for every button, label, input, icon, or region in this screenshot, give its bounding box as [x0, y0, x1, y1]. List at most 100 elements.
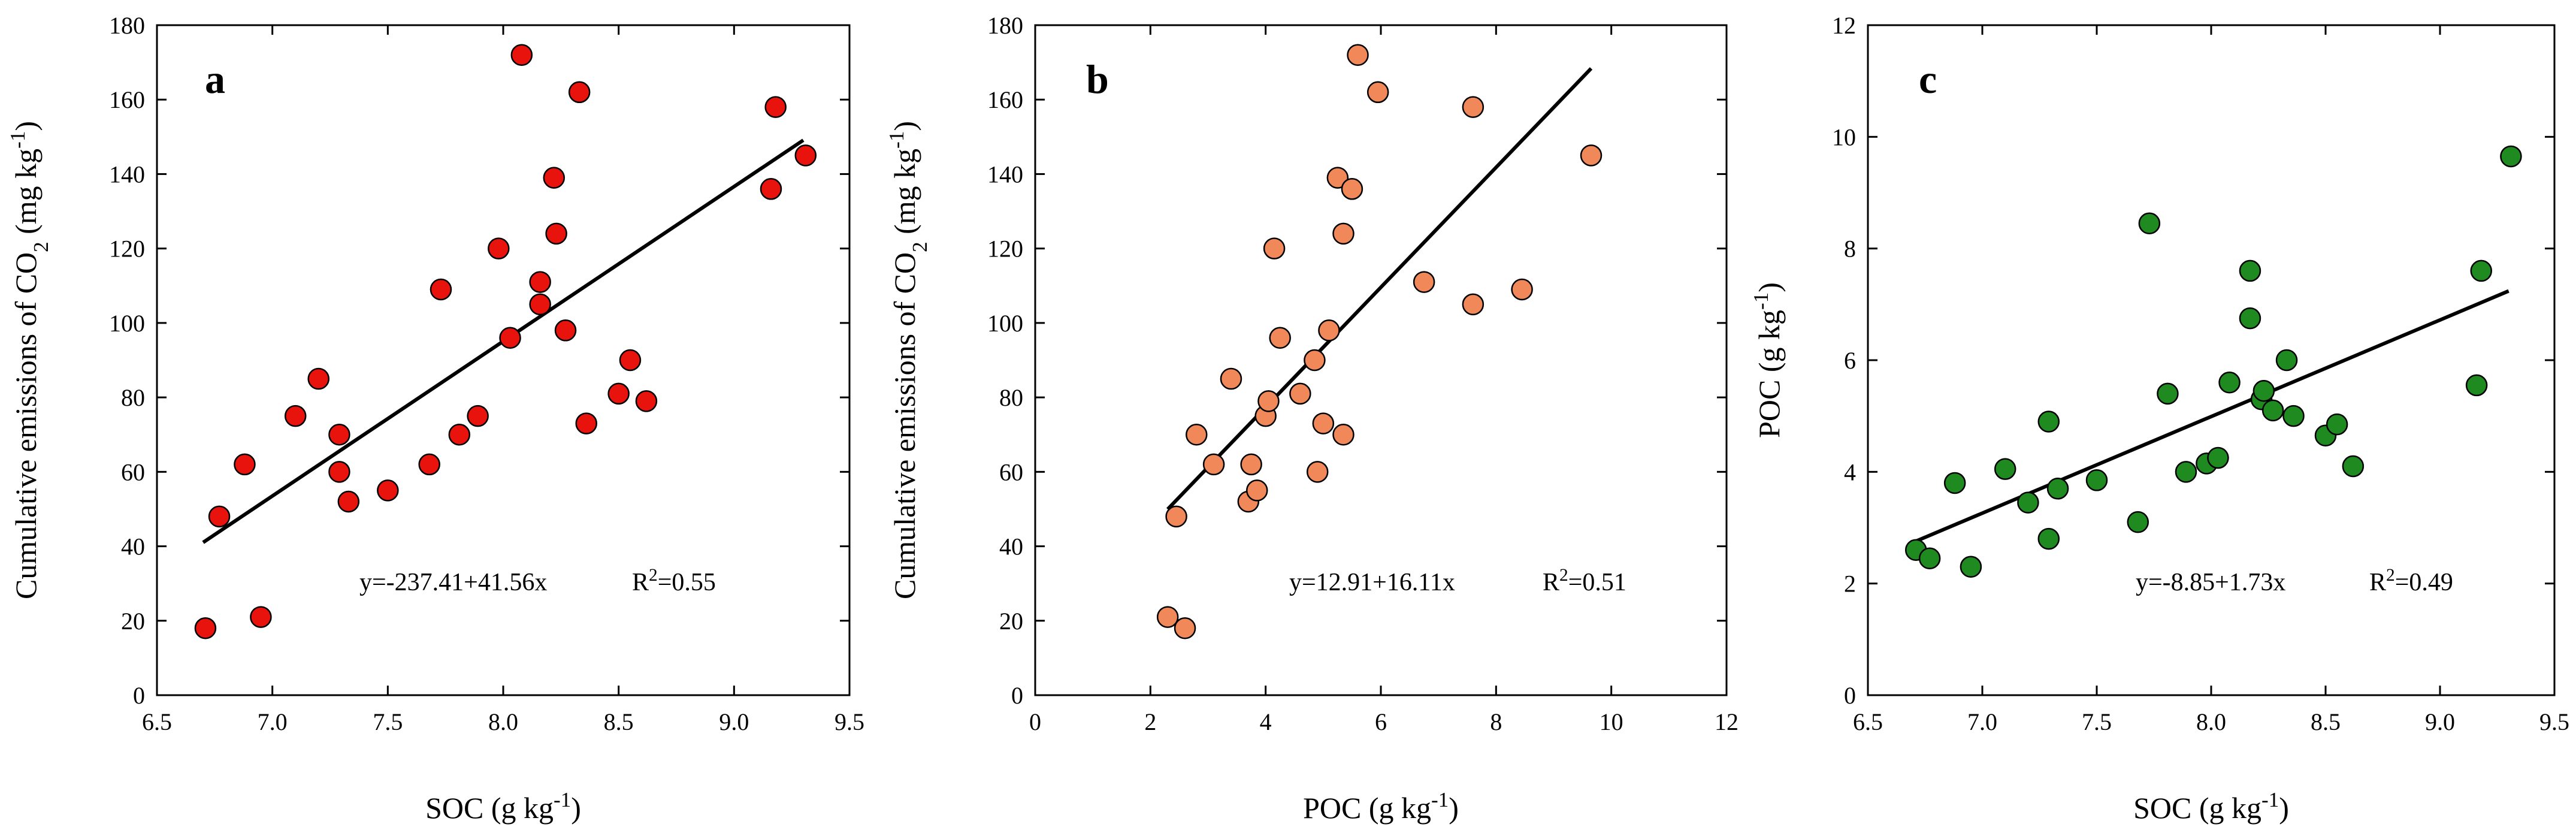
data-point: [2037, 411, 2060, 433]
y-tick-label: 60: [999, 458, 1023, 485]
y-tick-label: 80: [121, 384, 145, 411]
data-point: [2500, 145, 2522, 168]
data-point: [1312, 412, 1335, 434]
data-point: [488, 237, 510, 259]
x-tick-label: 6: [1375, 708, 1387, 735]
y-tick-label: 8: [1844, 236, 1856, 262]
y-tick-label: 180: [109, 12, 145, 39]
data-point: [418, 453, 440, 476]
data-point: [2138, 212, 2161, 234]
x-tick-label: 12: [1715, 708, 1739, 735]
data-point: [1462, 293, 1484, 316]
data-point: [499, 327, 521, 349]
panel-letter: c: [1919, 56, 1937, 102]
data-point: [307, 367, 329, 390]
r-squared-label: R2=0.49: [2369, 566, 2453, 596]
data-point: [1918, 547, 1941, 569]
data-point: [1289, 382, 1311, 405]
regression-equation: y=-8.85+1.73x: [2136, 569, 2285, 596]
data-point: [1341, 178, 1363, 200]
data-point: [1269, 327, 1291, 349]
x-tick-label: 9.0: [2425, 708, 2455, 735]
y-tick-label: 100: [109, 310, 145, 337]
data-point: [2017, 491, 2039, 514]
r-squared-label: R2=0.51: [1543, 566, 1626, 596]
data-point: [2085, 469, 2108, 491]
y-tick-label: 6: [1844, 347, 1856, 374]
x-tick-label: 6.5: [1853, 708, 1883, 735]
y-axis-label: POC (g kg-1): [1749, 282, 1786, 438]
x-tick-label: 9.5: [835, 708, 864, 735]
data-point: [1580, 144, 1603, 167]
x-tick-label: 7.5: [373, 708, 403, 735]
data-point: [1318, 319, 1340, 342]
regression-equation: y=-237.41+41.56x: [359, 569, 547, 596]
data-point: [2127, 511, 2149, 533]
data-point: [1202, 453, 1225, 476]
y-tick-label: 60: [121, 458, 145, 485]
data-point: [1304, 349, 1326, 372]
y-tick-label: 20: [121, 608, 145, 635]
data-point: [529, 293, 551, 316]
data-point: [635, 390, 658, 412]
data-point: [2253, 379, 2275, 402]
data-point: [328, 423, 350, 446]
regression-line: [1913, 289, 2510, 544]
data-point: [2239, 307, 2261, 330]
data-point: [554, 319, 577, 342]
x-tick-label: 2: [1144, 708, 1156, 735]
y-tick-label: 140: [109, 161, 145, 188]
data-point: [1165, 505, 1187, 528]
data-point: [2157, 382, 2179, 405]
x-tick-label: 7.0: [258, 708, 288, 735]
x-axis-label: POC (g kg-1): [1303, 788, 1459, 825]
data-point: [794, 144, 817, 167]
panel-letter: b: [1086, 56, 1109, 102]
x-tick-label: 9.5: [2539, 708, 2569, 735]
y-tick-label: 100: [987, 310, 1023, 337]
data-point: [545, 222, 567, 245]
y-axis-label: Cumulative emissions of CO2 (mg kg-1): [885, 121, 932, 599]
panel-a: 6.5 7.0 7.5 8.0 8.5 9.0 9.5 0 20 40 60 80 100 120 140 1…: [6, 12, 865, 825]
x-tick-label: 8.5: [604, 708, 634, 735]
x-tick-label: 10: [1600, 708, 1623, 735]
y-tick-label: 0: [1011, 682, 1023, 709]
panel-c: 6.5 7.0 7.5 8.0 8.5 9.0 9.5 0 2 4 6 8 10 12 SOC (g kg-…: [1749, 12, 2570, 825]
data-point: [764, 96, 787, 118]
data-point: [1156, 606, 1179, 628]
data-point: [2037, 527, 2060, 550]
x-tick-label: 9.0: [719, 708, 749, 735]
x-tick-label: 8: [1490, 708, 1502, 735]
data-point: [467, 405, 489, 427]
data-point: [234, 453, 256, 476]
data-point: [194, 617, 217, 639]
data-point: [510, 44, 533, 66]
data-point: [1326, 167, 1349, 189]
data-point: [2175, 461, 2197, 483]
y-tick-label: 0: [1844, 682, 1856, 709]
data-point: [1511, 278, 1533, 301]
data-point: [284, 405, 307, 427]
data-point: [619, 349, 642, 372]
data-point: [529, 271, 551, 293]
data-point: [448, 423, 471, 446]
x-axis-label: SOC (g kg-1): [2133, 788, 2289, 825]
data-point: [1245, 479, 1268, 502]
data-point: [337, 490, 360, 513]
y-tick-label: 0: [133, 682, 145, 709]
data-point: [1332, 423, 1354, 446]
data-point: [2342, 455, 2365, 478]
y-tick-label: 160: [109, 86, 145, 113]
y-tick-label: 180: [987, 12, 1023, 39]
data-point: [2275, 349, 2298, 372]
data-point: [1240, 453, 1262, 476]
x-tick-label: 4: [1260, 708, 1272, 735]
y-tick-label: 4: [1844, 458, 1856, 485]
r-squared-label: R2=0.55: [632, 566, 716, 596]
y-tick-label: 160: [987, 86, 1023, 113]
data-point: [1960, 556, 1982, 578]
data-point: [1257, 390, 1280, 412]
y-tick-label: 20: [999, 608, 1023, 635]
